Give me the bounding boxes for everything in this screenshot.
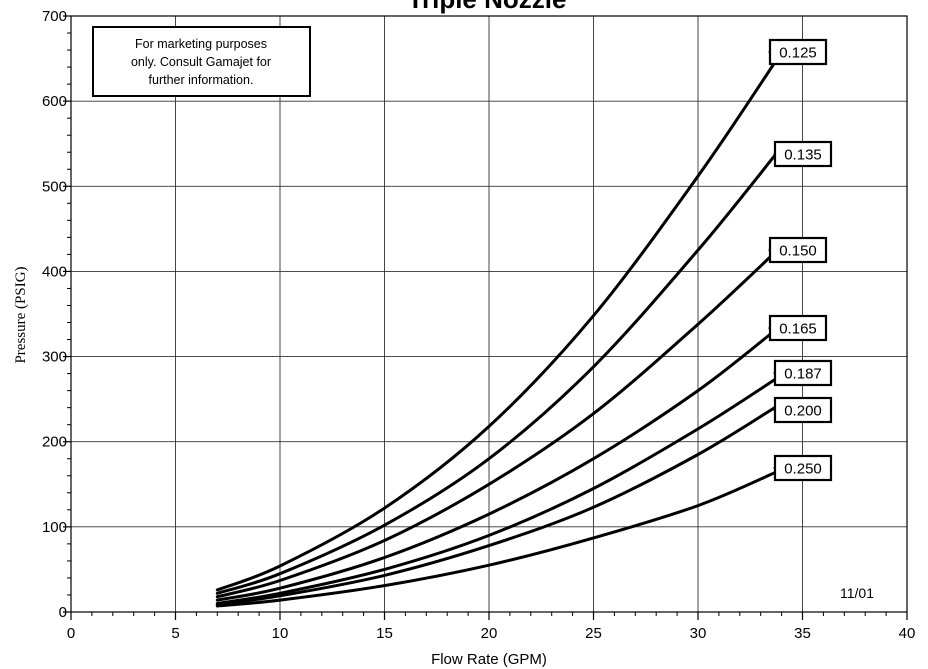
y-tick-label: 700 — [42, 8, 67, 25]
series-label-box — [773, 396, 833, 424]
marketing-note-box — [92, 26, 311, 97]
x-tick-label: 30 — [690, 625, 707, 642]
x-tick-label: 25 — [585, 625, 602, 642]
date-code: 11/01 — [840, 585, 874, 601]
series-line-0.150 — [215, 248, 779, 599]
y-axis-label: Pressure (PSIG) — [13, 266, 29, 363]
series-label-0.135: 0.135 — [784, 147, 822, 164]
x-tick-label: 35 — [794, 625, 811, 642]
plot-frame — [70, 15, 908, 613]
series-line-0.135 — [215, 150, 779, 595]
y-tick-label: 500 — [42, 178, 67, 195]
marketing-note-line-3: further information. — [149, 73, 254, 87]
y-tick-label: 200 — [42, 434, 67, 451]
series-lines — [215, 50, 779, 608]
series-line-0.165 — [215, 326, 779, 602]
chart-title: Triple Nozzle — [408, 0, 567, 14]
series-label-0.165: 0.165 — [779, 321, 817, 338]
y-tick-label: 600 — [42, 93, 67, 110]
series-line-0.187 — [215, 371, 779, 605]
series-label-box — [773, 359, 833, 387]
series-line-0.125 — [215, 50, 779, 592]
series-label-0.150: 0.150 — [779, 243, 817, 260]
marketing-note: For marketing purposes only. Consult Gam… — [92, 26, 311, 97]
series-line-0.250 — [215, 466, 779, 608]
minor-ticks — [63, 15, 908, 620]
series-line-0.200 — [215, 404, 779, 606]
x-tick-label: 20 — [481, 625, 498, 642]
series-label-box — [773, 454, 833, 482]
series-label-box — [768, 314, 828, 342]
x-tick-label: 15 — [376, 625, 393, 642]
y-tick-label: 100 — [42, 519, 67, 536]
series-labels: 0.125 0.135 0.150 0.165 0.187 0.200 0.250 — [768, 38, 833, 482]
x-tick-label: 5 — [171, 625, 179, 642]
x-tick-label: 0 — [67, 625, 75, 642]
series-label-0.250: 0.250 — [784, 461, 822, 478]
series-label-box — [768, 236, 828, 264]
y-tick-label: 0 — [59, 604, 67, 621]
series-label-box — [773, 140, 833, 168]
series-label-0.200: 0.200 — [784, 403, 822, 420]
series-label-0.125: 0.125 — [779, 45, 817, 62]
x-axis-label: Flow Rate (GPM) — [431, 651, 547, 668]
y-tick-label: 300 — [42, 349, 67, 366]
series-label-0.187: 0.187 — [784, 366, 822, 383]
series-label-box — [768, 38, 828, 66]
x-tick-label: 40 — [899, 625, 916, 642]
y-tick-label: 400 — [42, 263, 67, 280]
x-tick-label: 10 — [272, 625, 289, 642]
marketing-note-line-2: only. Consult Gamajet for — [131, 55, 271, 69]
marketing-note-line-1: For marketing purposes — [135, 37, 267, 51]
grid — [71, 16, 907, 612]
